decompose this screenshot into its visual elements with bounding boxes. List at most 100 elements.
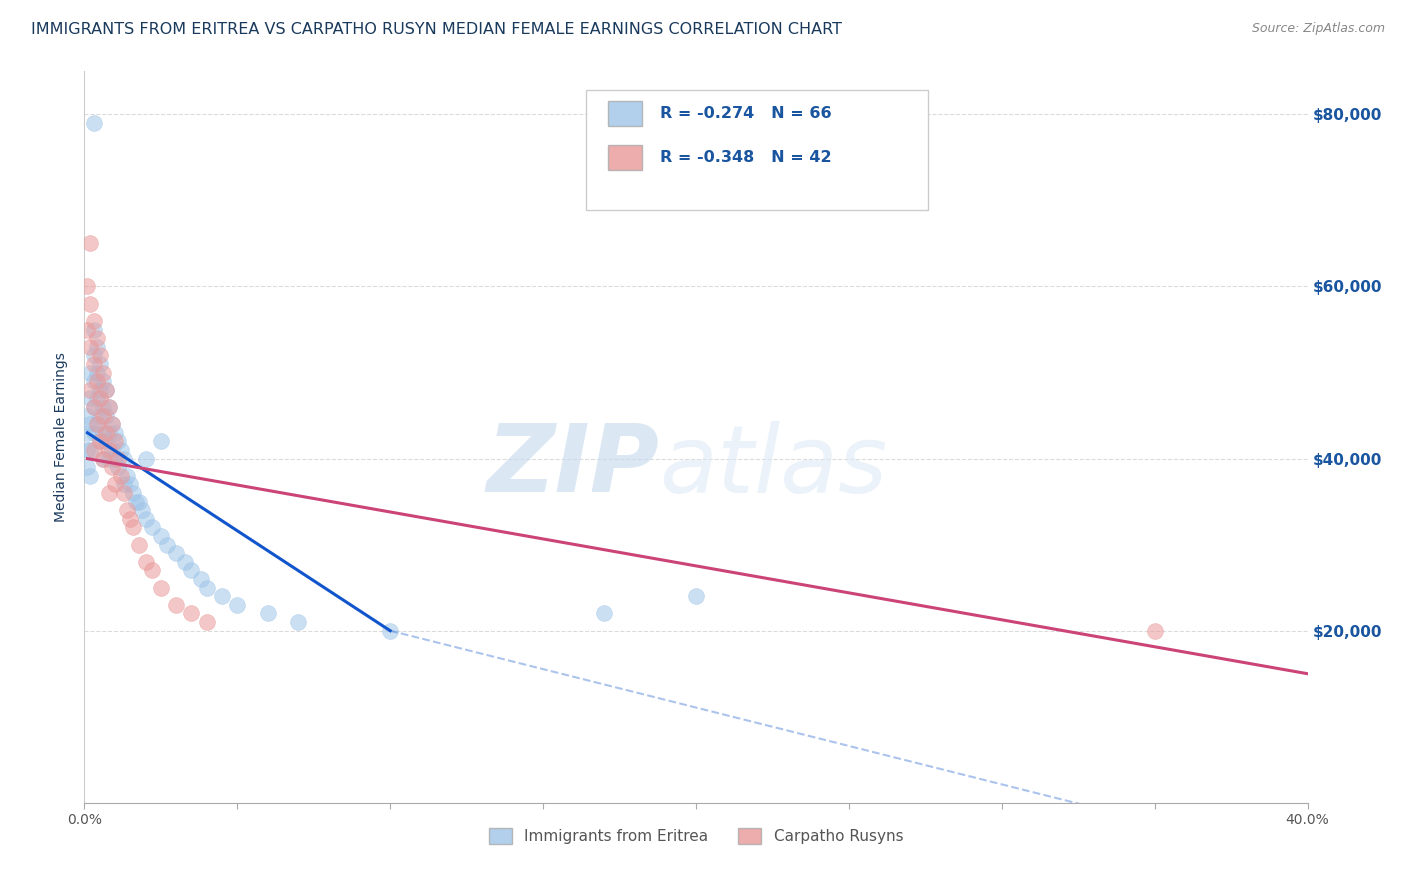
Point (79, 442, 101, 457)
Point (97, 486, 120, 500)
Point (91, 451, 114, 466)
Point (94, 409, 117, 423)
Point (115, 468, 138, 483)
Point (149, 529, 172, 543)
Point (125, 494, 148, 508)
Point (94, 434, 117, 449)
Point (91, 366, 114, 380)
Point (97, 451, 120, 466)
Point (94, 383, 117, 397)
Text: R = -0.274   N = 66: R = -0.274 N = 66 (661, 106, 832, 121)
Point (107, 434, 129, 449)
Point (135, 451, 157, 466)
Point (101, 417, 124, 432)
Point (97, 425, 120, 440)
Point (165, 546, 187, 560)
Point (83, 400, 105, 414)
Point (110, 468, 132, 483)
Point (89, 383, 111, 397)
Point (110, 442, 132, 457)
Text: IMMIGRANTS FROM ERITREA VS CARPATHO RUSYN MEDIAN FEMALE EARNINGS CORRELATION CHA: IMMIGRANTS FROM ERITREA VS CARPATHO RUSY… (31, 22, 842, 37)
Point (120, 477, 142, 491)
Point (149, 581, 172, 595)
Point (79, 417, 101, 432)
Point (122, 520, 145, 534)
Point (76, 442, 98, 457)
Point (97, 442, 120, 457)
Point (86, 417, 108, 432)
Point (112, 486, 135, 500)
Point (135, 512, 157, 526)
Point (79, 340, 101, 354)
Point (79, 468, 101, 483)
Text: ZIP: ZIP (486, 420, 659, 512)
Legend: Immigrants from Eritrea, Carpatho Rusyns: Immigrants from Eritrea, Carpatho Rusyns (482, 822, 910, 850)
Point (83, 400, 105, 414)
Point (141, 564, 163, 578)
Point (76, 279, 98, 293)
Point (89, 392, 111, 406)
Point (211, 589, 233, 603)
Point (79, 392, 101, 406)
Point (135, 555, 157, 569)
FancyBboxPatch shape (586, 90, 928, 211)
Point (76, 460, 98, 475)
Point (89, 409, 111, 423)
Point (107, 451, 129, 466)
Point (89, 434, 111, 449)
Point (257, 607, 280, 621)
Point (91, 425, 114, 440)
Point (86, 331, 108, 345)
Point (91, 451, 114, 466)
Point (83, 314, 105, 328)
Point (83, 442, 105, 457)
Text: R = -0.348   N = 42: R = -0.348 N = 42 (661, 150, 832, 165)
Point (195, 581, 218, 595)
Point (149, 434, 172, 449)
Point (287, 615, 309, 629)
Point (380, 624, 402, 638)
Y-axis label: Median Female Earnings: Median Female Earnings (55, 352, 69, 522)
Point (104, 425, 127, 440)
Point (89, 357, 111, 371)
Point (122, 486, 145, 500)
Point (104, 451, 127, 466)
Point (86, 374, 108, 388)
Point (101, 442, 124, 457)
Point (101, 417, 124, 432)
Point (91, 400, 114, 414)
FancyBboxPatch shape (607, 101, 643, 127)
Point (97, 400, 120, 414)
Point (112, 451, 135, 466)
Point (593, 607, 616, 621)
Point (83, 357, 105, 371)
Point (120, 512, 142, 526)
Point (112, 477, 135, 491)
Point (97, 400, 120, 414)
Point (89, 434, 111, 449)
Point (94, 425, 117, 440)
Point (195, 615, 218, 629)
Point (115, 503, 138, 517)
Point (141, 520, 163, 534)
Point (79, 383, 101, 397)
Point (101, 460, 124, 475)
Point (131, 503, 153, 517)
Point (83, 116, 105, 130)
Point (180, 564, 202, 578)
Text: atlas: atlas (659, 421, 887, 512)
Point (76, 409, 98, 423)
Point (83, 348, 105, 362)
Point (86, 392, 108, 406)
Point (94, 383, 117, 397)
Point (76, 322, 98, 336)
Point (86, 340, 108, 354)
Point (83, 425, 105, 440)
Point (180, 607, 202, 621)
Point (190, 572, 212, 586)
Point (107, 460, 129, 475)
FancyBboxPatch shape (607, 145, 643, 170)
Point (79, 236, 101, 251)
Point (128, 494, 150, 508)
Point (91, 409, 114, 423)
